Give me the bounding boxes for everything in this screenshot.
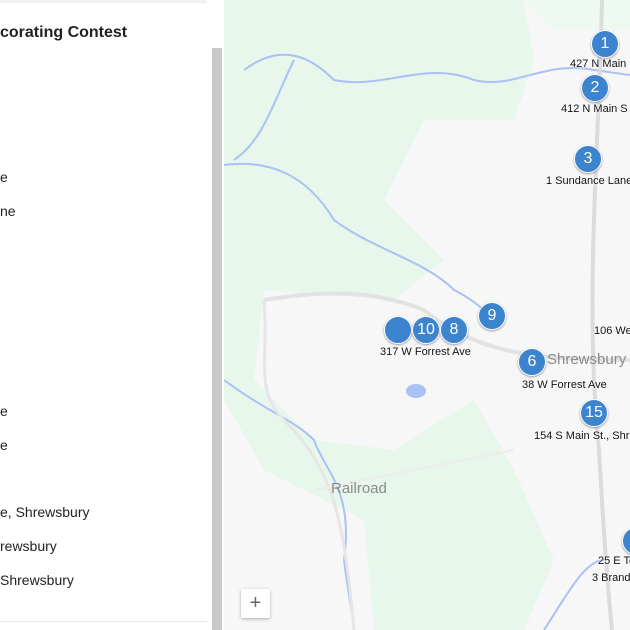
marker-label: 38 W Forrest Ave <box>522 379 607 391</box>
list-item[interactable]: rewsbury <box>0 538 57 554</box>
list-item[interactable]: e <box>0 169 8 185</box>
marker-label: 1 Sundance Lane <box>546 175 630 187</box>
map-marker[interactable]: 15 <box>580 399 608 427</box>
scrollbar[interactable] <box>212 48 222 630</box>
pond <box>406 384 426 398</box>
marker-label: 427 N Main <box>570 58 627 70</box>
park-area <box>224 180 554 630</box>
marker-label: 154 S Main St., Shr <box>534 430 630 442</box>
park-area <box>524 0 630 30</box>
list-item[interactable]: e, Shrewsbury <box>0 504 90 520</box>
map[interactable]: Shrewsbury Railroad 1 427 N Main 2 412 N… <box>224 0 630 630</box>
map-marker[interactable]: 2 <box>581 74 609 102</box>
marker-label: 412 N Main S <box>561 103 628 115</box>
road <box>313 449 515 491</box>
road <box>263 291 630 362</box>
list-item[interactable]: ne <box>0 203 16 219</box>
divider <box>0 621 207 622</box>
river <box>224 59 495 321</box>
panel-title: corating Contest <box>0 24 128 41</box>
park-area <box>224 0 534 200</box>
river <box>543 559 605 630</box>
marker-label: 25 E To <box>598 555 630 567</box>
town-label: Railroad <box>331 480 387 497</box>
road <box>262 299 356 630</box>
town-label: Shrewsbury <box>547 351 627 368</box>
map-marker[interactable]: 1 <box>591 30 619 58</box>
map-marker[interactable]: 8 <box>440 316 468 344</box>
map-marker[interactable] <box>384 316 412 344</box>
map-marker[interactable]: 9 <box>478 302 506 330</box>
list-item[interactable]: Shrewsbury <box>0 572 74 588</box>
map-marker[interactable]: 3 <box>574 145 602 173</box>
map-marker[interactable]: 10 <box>412 316 440 344</box>
marker-label: 317 W Forrest Ave <box>380 346 471 358</box>
main-road <box>590 0 614 630</box>
map-base <box>224 0 630 630</box>
side-panel: corating Contest e ne e e e, Shrewsbury … <box>0 0 224 630</box>
list-item[interactable]: e <box>0 403 8 419</box>
river <box>243 53 630 84</box>
map-marker[interactable]: 6 <box>518 348 546 376</box>
marker-label: 3 Brand <box>592 572 630 584</box>
zoom-in-button[interactable]: + <box>241 589 270 618</box>
list-item[interactable]: e <box>0 437 8 453</box>
marker-label: 106 We <box>594 325 630 337</box>
panel-top-bar <box>0 0 207 3</box>
